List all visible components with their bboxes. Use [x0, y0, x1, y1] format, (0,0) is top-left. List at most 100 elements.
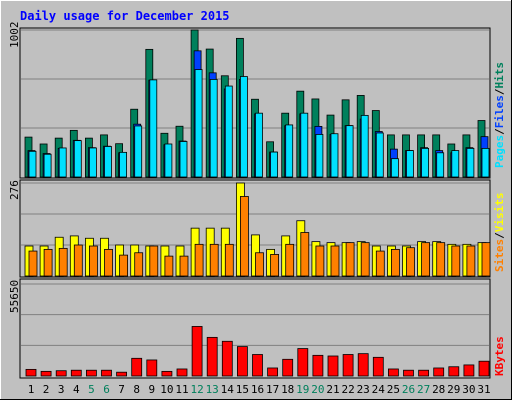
kbytes-bar	[282, 358, 294, 377]
kbytes-bar	[146, 359, 158, 377]
legend-separator-2: /	[493, 88, 506, 95]
sites-bar	[43, 248, 53, 277]
day-label: 23	[357, 383, 370, 396]
day-label: 5	[88, 383, 95, 396]
sites-bar	[73, 244, 83, 277]
pages-bar	[421, 147, 430, 178]
sites-bar	[224, 243, 234, 277]
sites-bar	[330, 245, 340, 277]
day-label: 29	[447, 383, 460, 396]
kbytes-bar	[342, 354, 354, 377]
legend-separator-1: /	[493, 128, 506, 135]
pages-bar	[451, 150, 460, 178]
sites-bar	[28, 250, 38, 277]
day-label: 20	[311, 383, 324, 396]
day-label: 11	[175, 383, 188, 396]
day-label: 25	[387, 383, 400, 396]
day-label: 2	[43, 383, 50, 396]
day-label: 14	[221, 383, 235, 396]
legend-hits: Hits	[493, 62, 506, 89]
sites-bar	[436, 242, 446, 277]
day-label: 7	[118, 383, 125, 396]
pages-bar	[224, 85, 233, 178]
kbytes-bar	[116, 371, 127, 377]
kbytes-bar	[55, 370, 67, 377]
sites-bar	[451, 245, 461, 277]
day-label: 15	[236, 383, 249, 396]
kbytes-bar	[161, 370, 173, 377]
day-label: 21	[326, 383, 339, 396]
sites-bar	[194, 243, 204, 277]
sites-bar	[179, 255, 189, 277]
sites-bar	[285, 243, 295, 277]
kbytes-bar	[131, 357, 143, 377]
day-label: 28	[432, 383, 445, 396]
pages-bar	[345, 125, 354, 178]
pages-bar	[255, 112, 263, 178]
pages-bar	[58, 147, 67, 178]
kbytes-bar	[176, 368, 188, 377]
kbytes-bar	[478, 360, 490, 377]
panel-2-max-label: 276	[8, 180, 21, 200]
pages-bar	[300, 112, 309, 178]
kbytes-bar	[206, 336, 218, 377]
sites-bar	[345, 242, 355, 277]
pages-bar	[119, 151, 127, 178]
pages-bar	[149, 79, 158, 178]
kbytes-bar	[297, 348, 309, 377]
kbytes-bar	[191, 326, 203, 377]
day-label: 17	[266, 383, 279, 396]
pages-bar	[436, 152, 445, 178]
panel-1-legend: Pages/Files/Hits	[493, 62, 506, 168]
legend-kbytes: KBytes	[493, 336, 506, 376]
sites-bar	[58, 247, 68, 277]
kbytes-bar	[267, 367, 279, 377]
pages-bar	[164, 143, 173, 178]
sites-bar	[481, 242, 491, 277]
kbytes-bar	[448, 366, 460, 377]
sites-bar	[421, 242, 431, 277]
day-label: 22	[341, 383, 354, 396]
pages-bar	[73, 140, 82, 178]
pages-bar	[466, 147, 475, 178]
day-label: 9	[148, 383, 155, 396]
sites-bar	[89, 245, 98, 277]
pages-bar	[360, 114, 369, 178]
kbytes-bar	[70, 369, 82, 377]
sites-bar	[149, 245, 159, 277]
kbytes-bar	[463, 364, 475, 377]
pages-bar	[28, 150, 37, 178]
day-label: 31	[477, 383, 490, 396]
pages-bar	[89, 147, 97, 178]
panel-3-max-label: 55650	[8, 280, 21, 313]
kbytes-bar	[236, 346, 248, 377]
sites-bar	[315, 245, 325, 277]
sites-bar	[119, 254, 128, 277]
kbytes-bar	[433, 367, 445, 377]
kbytes-bar	[357, 353, 369, 377]
pages-bar	[209, 79, 218, 178]
pages-bar	[481, 147, 490, 178]
kbytes-bar	[86, 369, 97, 377]
pages-bar	[134, 125, 143, 178]
sites-bar	[390, 248, 400, 277]
day-label: 24	[372, 383, 386, 396]
sites-bar	[466, 245, 476, 277]
pages-bar	[194, 69, 203, 178]
kbytes-bar	[418, 369, 430, 377]
pages-bar	[330, 133, 339, 178]
sites-bar	[375, 250, 385, 277]
panel-3-legend: KBytes	[493, 336, 506, 376]
day-label: 19	[296, 383, 309, 396]
sites-bar	[239, 196, 249, 277]
pages-bar	[285, 124, 294, 178]
kbytes-bar	[327, 355, 339, 377]
pages-bar	[270, 151, 279, 178]
pages-bar	[375, 132, 384, 178]
kbytes-bar	[312, 354, 324, 377]
sites-bar	[360, 242, 370, 277]
sites-bar	[164, 255, 174, 277]
pages-bar	[43, 153, 52, 178]
sites-bar	[406, 247, 415, 277]
